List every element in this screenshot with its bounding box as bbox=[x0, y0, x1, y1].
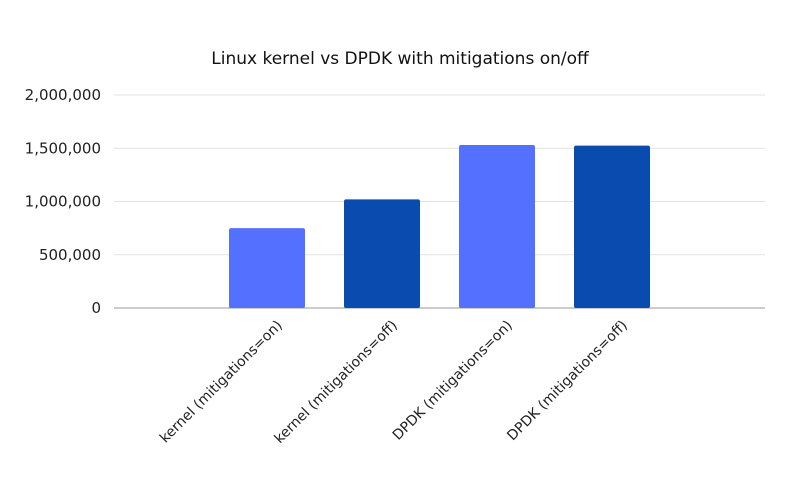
bars bbox=[229, 145, 650, 308]
y-tick-label: 2,000,000 bbox=[25, 86, 101, 104]
y-tick-label: 1,500,000 bbox=[25, 139, 101, 157]
x-tick-label: DPDK (mitigations=on) bbox=[390, 318, 516, 444]
bar bbox=[459, 145, 535, 308]
y-axis-ticks: 0 500,000 1,000,000 1,500,000 2,000,000 bbox=[25, 86, 101, 317]
bar bbox=[574, 145, 650, 308]
y-tick-label: 1,000,000 bbox=[25, 193, 101, 211]
y-tick-label: 0 bbox=[91, 299, 101, 317]
y-tick-label: 500,000 bbox=[39, 246, 101, 264]
x-tick-label: kernel (mitigations=on) bbox=[157, 318, 286, 447]
gridlines bbox=[114, 94, 765, 309]
bar bbox=[344, 199, 420, 308]
x-tick-label: DPDK (mitigations=off) bbox=[504, 318, 631, 445]
chart-title: Linux kernel vs DPDK with mitigations on… bbox=[211, 49, 590, 69]
x-axis-ticks: kernel (mitigations=on)kernel (mitigatio… bbox=[157, 318, 631, 447]
bar bbox=[229, 228, 305, 308]
x-tick-label: kernel (mitigations=off) bbox=[271, 318, 400, 447]
